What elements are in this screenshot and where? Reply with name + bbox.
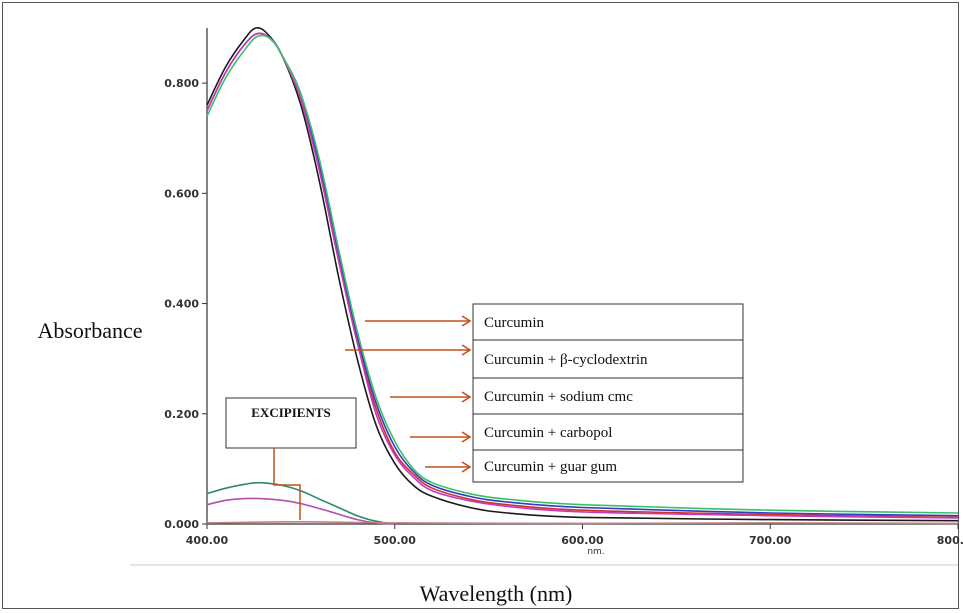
y-tick-label: 0.000: [164, 518, 199, 531]
legend-arrow-head: [461, 461, 472, 473]
x-tick-label: 600.00: [561, 534, 604, 547]
legend-arrow-head: [461, 315, 472, 327]
excipients-label: EXCIPIENTS: [251, 405, 330, 420]
legend-box: [472, 377, 744, 415]
series-line-0: [206, 26, 959, 522]
series-line-6: [206, 497, 395, 525]
x-tick-label: 700.00: [749, 534, 792, 547]
x-tick-label: 500.00: [374, 534, 417, 547]
excipients-box: [225, 397, 357, 449]
x-tick-label: 400.00: [186, 534, 229, 547]
excipients-pointer: [273, 448, 301, 520]
legend-label: Curcumin + sodium cmc: [484, 389, 633, 405]
x-tick-label: 800.00: [937, 534, 963, 547]
excipients-annotation: EXCIPIENTS: [225, 397, 357, 520]
y-tick-label: 0.800: [164, 77, 199, 90]
legend-label: Curcumin + guar gum: [484, 459, 617, 475]
series-line-3: [206, 32, 959, 519]
legend-box: [472, 339, 744, 379]
legend: Curcumin Curcumin + β-cyclodextrin Curcumi…: [345, 303, 744, 483]
series-line-5: [206, 481, 395, 525]
legend-label: Curcumin + β-cyclodextrin: [484, 352, 648, 368]
axes: [130, 28, 958, 566]
legend-label: Curcumin: [484, 315, 544, 331]
y-tick-label: 0.400: [164, 298, 199, 311]
legend-box: [472, 413, 744, 451]
series-lines: [206, 26, 959, 525]
legend-arrow-head: [461, 391, 472, 403]
series-line-4: [206, 34, 959, 514]
y-axis-title: Absorbance: [37, 318, 142, 343]
y-tick-label: 0.200: [164, 408, 199, 421]
y-tick-label: 0.600: [164, 187, 199, 200]
legend-box: [472, 449, 744, 483]
series-line-7: [206, 520, 959, 525]
legend-label: Curcumin + carbopol: [484, 425, 612, 441]
x-axis-title: Wavelength (nm): [420, 581, 573, 606]
x-unit-label: nm.: [587, 547, 604, 557]
legend-box: [472, 303, 744, 341]
x-ticks: 400.00 500.00 600.00 700.00 800.00: [186, 524, 963, 547]
y-ticks: 0.000 0.200 0.400 0.600 0.800: [164, 77, 207, 531]
legend-arrow-head: [461, 431, 472, 443]
legend-arrow-head: [461, 344, 472, 356]
